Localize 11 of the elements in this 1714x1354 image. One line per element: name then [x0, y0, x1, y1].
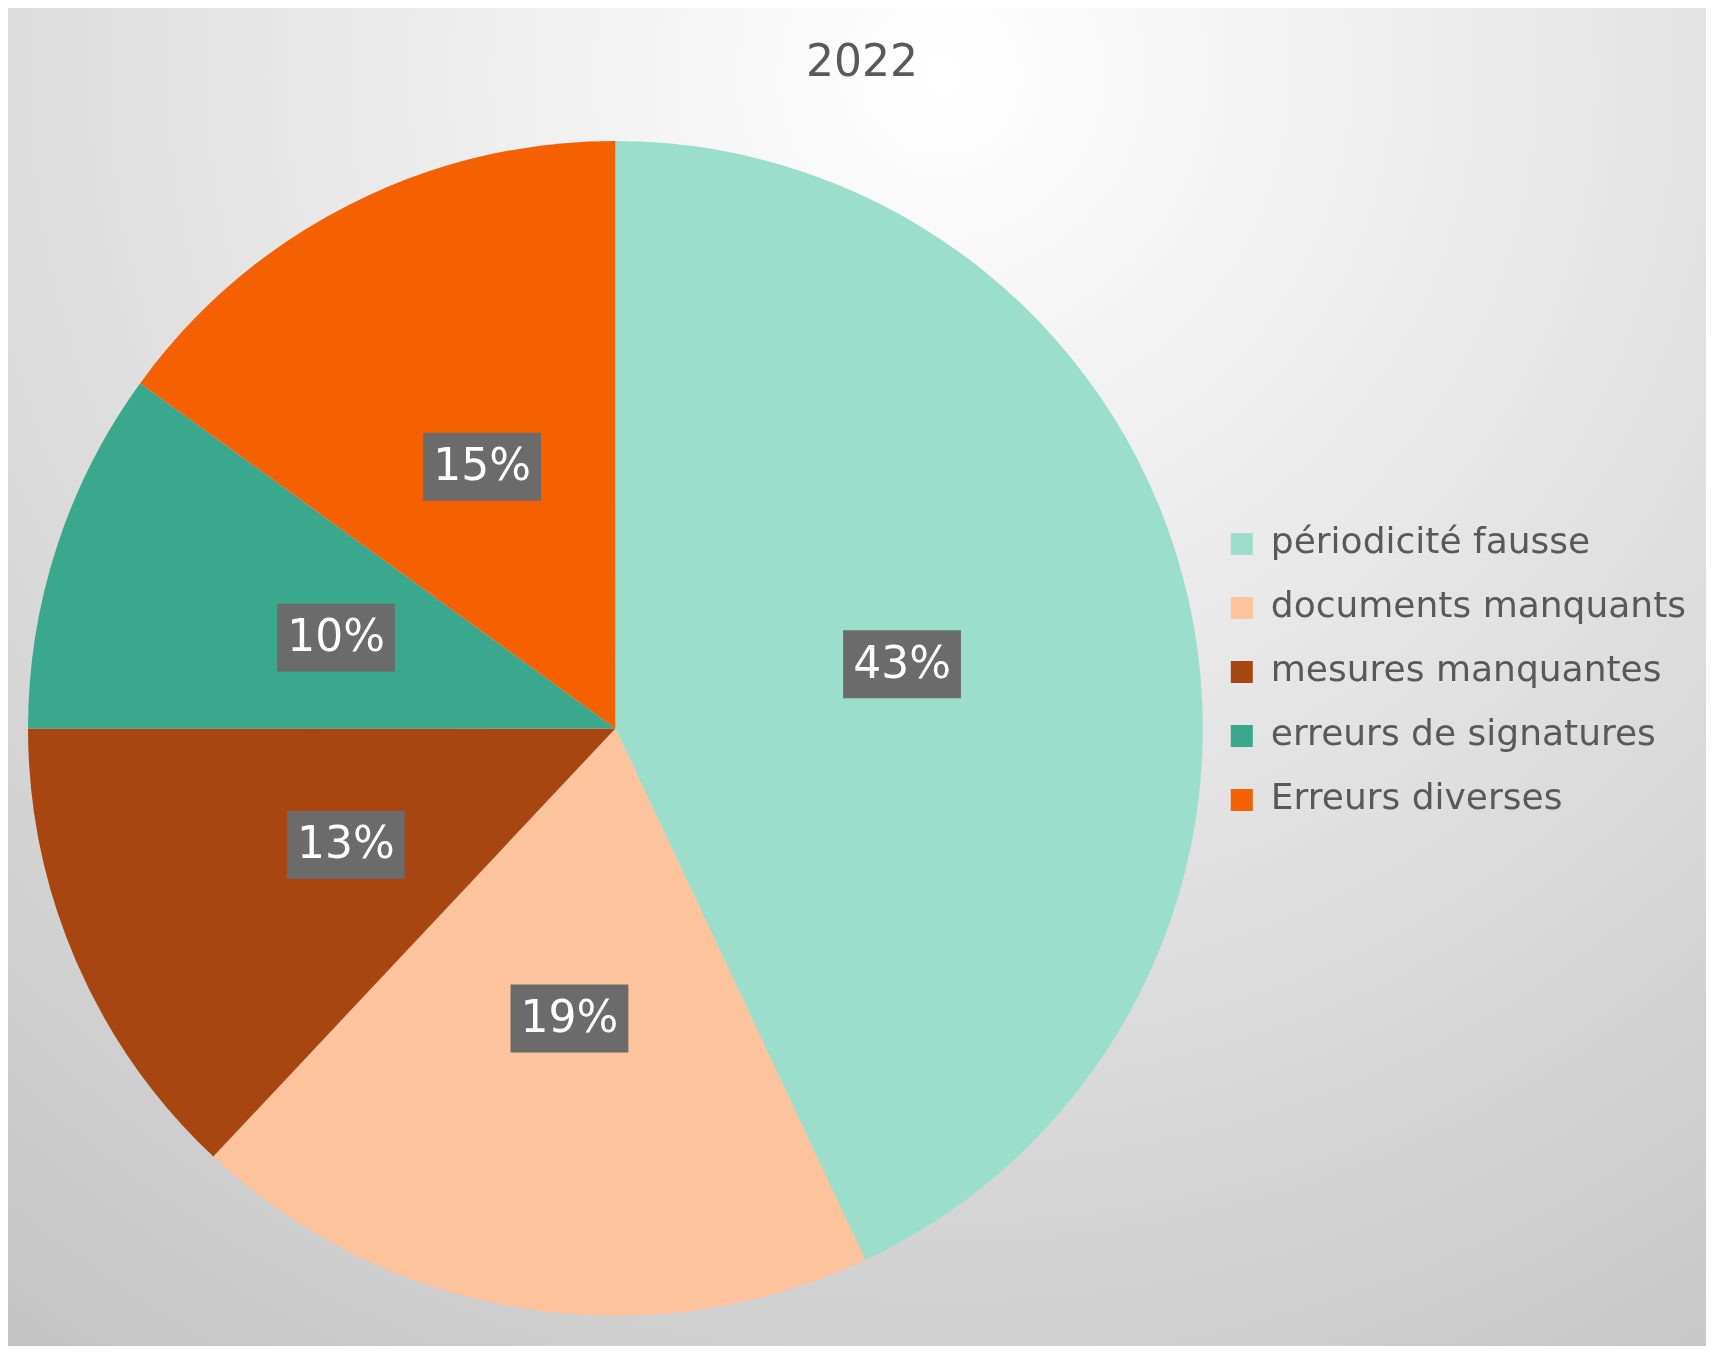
data-label: 43%	[853, 636, 951, 688]
data-label: 19%	[520, 990, 619, 1042]
data-label: 10%	[287, 610, 385, 662]
legend-label: erreurs de signatures	[1270, 712, 1656, 754]
data-label: 13%	[296, 817, 395, 869]
chart-title: 2022	[806, 34, 918, 86]
legend-label: périodicité fausse	[1270, 520, 1591, 562]
legend-label: mesures manquantes	[1270, 648, 1662, 690]
data-label: 15%	[433, 439, 531, 491]
legend-label: documents manquants	[1270, 584, 1687, 626]
legend-label: Erreurs diverses	[1270, 776, 1563, 818]
